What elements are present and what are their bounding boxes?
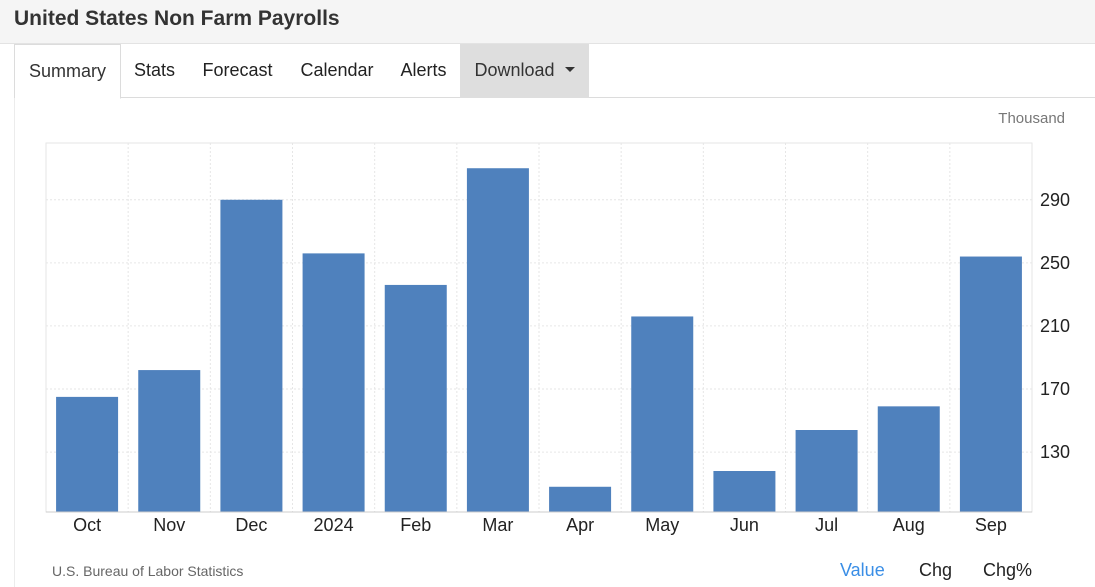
x-tick-label: Dec	[235, 515, 267, 535]
bar	[302, 253, 365, 512]
toggle-value[interactable]: Value	[840, 560, 885, 580]
tab-forecast[interactable]: Forecast	[202, 60, 273, 80]
tab-summary[interactable]: Summary	[14, 44, 121, 99]
toggle-chg-percent[interactable]: Chg%	[983, 560, 1033, 580]
x-tick-label: Feb	[400, 515, 431, 535]
x-tick-label: Mar	[482, 515, 513, 535]
bar	[713, 471, 776, 512]
x-tick-label: 2024	[314, 515, 354, 535]
x-tick-label: Nov	[153, 515, 185, 535]
tab-alerts[interactable]: Alerts	[400, 60, 447, 80]
caret-down-icon	[564, 66, 575, 72]
tab-bar: Summary Stats Forecast Calendar Alerts D…	[14, 44, 1095, 99]
y-tick-label: 250	[1040, 253, 1070, 273]
download-dropdown[interactable]: Download	[460, 44, 589, 98]
y-tick-label: 130	[1040, 442, 1070, 462]
source-label: U.S. Bureau of Labor Statistics	[52, 563, 244, 579]
bar	[631, 316, 694, 512]
y-tick-label: 210	[1040, 316, 1070, 336]
panel-border	[14, 98, 15, 587]
x-tick-label: Jun	[730, 515, 759, 535]
tab-calendar[interactable]: Calendar	[300, 60, 374, 80]
bar	[138, 370, 201, 512]
bar	[959, 256, 1022, 512]
page-title: United States Non Farm Payrolls	[14, 7, 340, 30]
x-tick-label: Oct	[73, 515, 101, 535]
bar	[877, 406, 940, 512]
y-tick-label: 170	[1040, 379, 1070, 399]
y-tick-label: 290	[1040, 190, 1070, 210]
bar	[466, 168, 529, 512]
bar	[56, 396, 119, 512]
tab-stats[interactable]: Stats	[133, 60, 176, 80]
toggle-chg[interactable]: Chg	[919, 560, 953, 580]
x-tick-label: May	[645, 515, 679, 535]
x-tick-label: Jul	[815, 515, 838, 535]
x-tick-label: Sep	[975, 515, 1007, 535]
bar	[795, 430, 858, 512]
bar	[549, 486, 612, 512]
bar	[384, 284, 447, 512]
title-bar: United States Non Farm Payrolls	[0, 0, 1095, 44]
download-label: Download	[474, 60, 555, 80]
x-tick-label: Apr	[566, 515, 594, 535]
unit-label: Thousand	[998, 110, 1065, 127]
x-tick-label: Aug	[893, 515, 925, 535]
bar	[220, 199, 283, 512]
